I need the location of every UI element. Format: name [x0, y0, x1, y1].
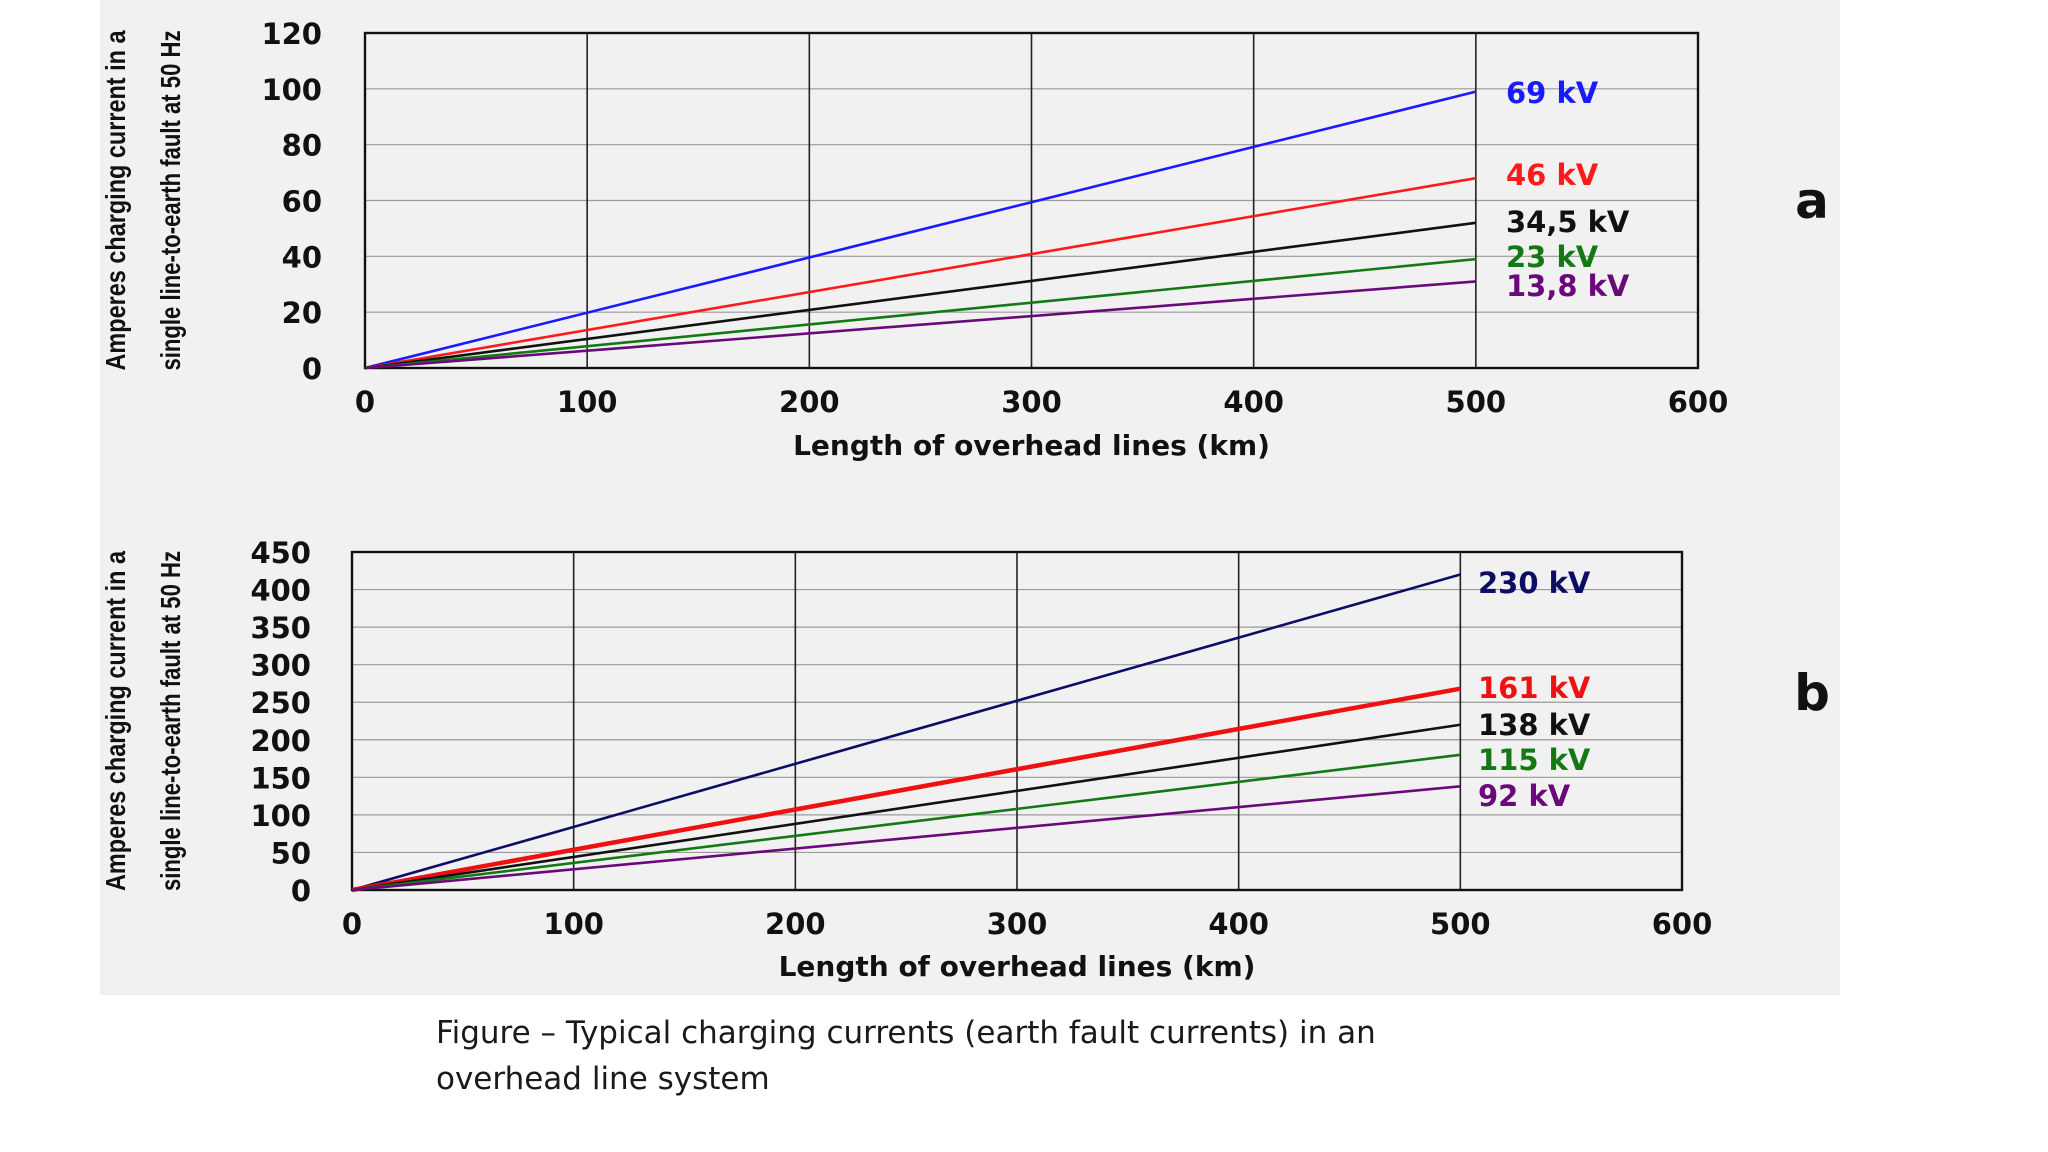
series-line	[351, 723, 1461, 892]
series-line	[364, 176, 1477, 370]
series-label: 138 kV	[1478, 708, 1591, 742]
series-label: 46 kV	[1506, 158, 1599, 192]
figure-panel	[100, 0, 1840, 995]
y-tick-label: 50	[271, 836, 311, 870]
x-tick-label: 300	[987, 907, 1048, 941]
y-tick-label: 200	[250, 724, 311, 758]
x-tick-label: 0	[342, 907, 362, 941]
series-label: 13,8 kV	[1506, 269, 1630, 303]
x-tick-label: 400	[1208, 907, 1269, 941]
x-axis-title: Length of overhead lines (km)	[779, 950, 1256, 983]
x-tick-label: 600	[1652, 907, 1713, 941]
figure-caption: Figure – Typical charging currents (eart…	[436, 1015, 1376, 1097]
y-tick-label: 250	[250, 686, 311, 720]
y-tick-label: 0	[291, 874, 311, 908]
y-tick-label: 40	[282, 240, 322, 274]
series-line	[351, 573, 1461, 892]
panel-label: b	[1794, 664, 1830, 722]
x-tick-label: 200	[765, 907, 826, 941]
series-label: 230 kV	[1478, 566, 1591, 600]
series-label: 161 kV	[1478, 671, 1591, 705]
plot-frame	[350, 550, 1684, 892]
y-tick-label: 120	[261, 17, 322, 51]
x-tick-label: 100	[557, 385, 618, 419]
series-label: 23 kV	[1506, 240, 1599, 274]
x-tick-label: 300	[1001, 385, 1062, 419]
y-tick-label: 60	[282, 185, 322, 219]
series-line	[364, 221, 1477, 370]
panel-label: a	[1795, 172, 1829, 230]
y-tick-label: 100	[250, 799, 311, 833]
y-axis-title: Amperes charging current in a	[100, 551, 131, 891]
y-tick-label: 80	[282, 129, 322, 163]
plot-frame	[363, 31, 1700, 370]
series-line	[364, 280, 1476, 370]
x-tick-label: 600	[1668, 385, 1729, 419]
y-tick-label: 20	[282, 296, 322, 330]
series-label: 34,5 kV	[1506, 205, 1630, 239]
y-tick-label: 450	[250, 536, 311, 570]
series-line	[351, 785, 1461, 892]
series-label: 92 kV	[1478, 779, 1571, 813]
y-axis-title: Amperes charging current in a	[100, 30, 131, 370]
y-axis-title: single line-to-earth fault at 50 Hz	[155, 31, 186, 371]
x-axis-title: Length of overhead lines (km)	[793, 429, 1270, 462]
y-axis-title: single line-to-earth fault at 50 Hz	[155, 551, 186, 891]
x-tick-label: 400	[1223, 385, 1284, 419]
series-line	[364, 90, 1477, 370]
x-tick-label: 200	[779, 385, 840, 419]
x-tick-label: 100	[543, 907, 604, 941]
y-tick-label: 350	[250, 611, 311, 645]
series-label: 69 kV	[1506, 76, 1599, 110]
y-tick-label: 150	[250, 761, 311, 795]
series-line	[351, 686, 1461, 893]
y-tick-label: 300	[250, 649, 311, 683]
series-line	[351, 753, 1461, 892]
y-tick-label: 0	[302, 352, 322, 386]
x-tick-label: 0	[355, 385, 375, 419]
y-tick-label: 100	[261, 73, 322, 107]
series-line	[364, 257, 1476, 370]
x-tick-label: 500	[1430, 907, 1491, 941]
y-tick-label: 400	[250, 574, 311, 608]
series-label: 115 kV	[1478, 743, 1591, 777]
x-tick-label: 500	[1446, 385, 1507, 419]
